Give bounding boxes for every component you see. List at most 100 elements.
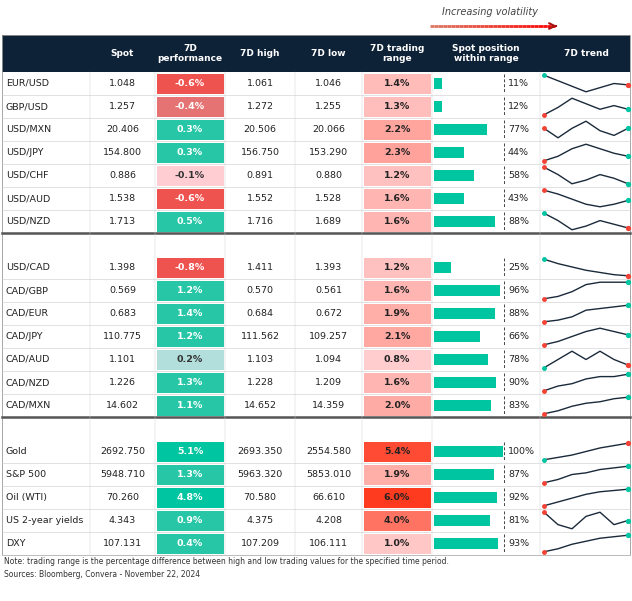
Bar xyxy=(434,193,464,204)
Bar xyxy=(363,120,430,139)
Text: Spot position
within range: Spot position within range xyxy=(452,44,520,63)
Text: 5948.710: 5948.710 xyxy=(100,470,145,479)
Text: 77%: 77% xyxy=(508,125,529,134)
Text: 0.5%: 0.5% xyxy=(177,217,203,226)
Bar xyxy=(434,147,465,158)
Text: 0.3%: 0.3% xyxy=(177,148,203,157)
Text: 96%: 96% xyxy=(508,286,529,295)
Text: 14.602: 14.602 xyxy=(106,401,139,410)
Text: 20.066: 20.066 xyxy=(312,125,345,134)
Text: 11%: 11% xyxy=(508,79,529,88)
Text: 4.375: 4.375 xyxy=(246,516,274,525)
Text: USD/CHF: USD/CHF xyxy=(6,171,49,180)
Bar xyxy=(157,142,224,162)
Text: USD/AUD: USD/AUD xyxy=(6,194,51,203)
Text: 154.800: 154.800 xyxy=(103,148,142,157)
Text: 1.2%: 1.2% xyxy=(384,263,410,272)
Text: US 2-year yields: US 2-year yields xyxy=(6,516,83,525)
Text: 83%: 83% xyxy=(508,401,529,410)
Text: 1.046: 1.046 xyxy=(315,79,342,88)
Text: 1.2%: 1.2% xyxy=(384,171,410,180)
Text: 7D trend: 7D trend xyxy=(564,49,609,58)
Bar xyxy=(363,510,430,531)
Text: 4.208: 4.208 xyxy=(315,516,342,525)
Text: USD/NZD: USD/NZD xyxy=(6,217,51,226)
Text: USD/JPY: USD/JPY xyxy=(6,148,44,157)
Text: 0.684: 0.684 xyxy=(246,309,274,318)
Text: 0.2%: 0.2% xyxy=(177,355,203,364)
Text: 0.4%: 0.4% xyxy=(177,539,203,548)
Bar xyxy=(363,395,430,415)
Bar xyxy=(157,465,224,484)
Text: 5.1%: 5.1% xyxy=(177,447,203,456)
Text: 110.775: 110.775 xyxy=(103,332,142,341)
Bar xyxy=(363,350,430,370)
Bar xyxy=(2,35,630,555)
Text: 1.1%: 1.1% xyxy=(177,401,203,410)
Bar xyxy=(2,141,630,164)
Bar xyxy=(2,164,630,187)
Text: 0.672: 0.672 xyxy=(315,309,342,318)
Bar xyxy=(2,440,630,463)
Text: 20.506: 20.506 xyxy=(243,125,277,134)
Text: 107.209: 107.209 xyxy=(241,539,279,548)
Text: 1.226: 1.226 xyxy=(109,378,136,387)
Text: -0.8%: -0.8% xyxy=(175,263,205,272)
Bar xyxy=(434,124,487,135)
Text: 100%: 100% xyxy=(508,447,535,456)
Bar xyxy=(2,394,630,417)
Text: 7D high: 7D high xyxy=(240,49,280,58)
Text: 1.6%: 1.6% xyxy=(384,286,410,295)
Text: 93%: 93% xyxy=(508,539,529,548)
Text: 1.689: 1.689 xyxy=(315,217,342,226)
Bar xyxy=(363,257,430,278)
Text: 1.255: 1.255 xyxy=(315,102,342,111)
Bar xyxy=(434,354,488,365)
Text: 1.9%: 1.9% xyxy=(384,309,410,318)
Bar xyxy=(434,400,491,411)
Bar xyxy=(157,189,224,209)
Bar xyxy=(434,514,490,526)
Text: 14.652: 14.652 xyxy=(243,401,277,410)
Bar xyxy=(363,304,430,323)
Text: S&P 500: S&P 500 xyxy=(6,470,46,479)
Bar xyxy=(157,395,224,415)
Bar xyxy=(363,465,430,484)
Text: 44%: 44% xyxy=(508,148,529,157)
Bar xyxy=(363,326,430,347)
Text: CAD/JPY: CAD/JPY xyxy=(6,332,44,341)
Text: 1.272: 1.272 xyxy=(246,102,274,111)
Text: 0.891: 0.891 xyxy=(246,171,274,180)
Bar xyxy=(157,326,224,347)
Text: EUR/USD: EUR/USD xyxy=(6,79,49,88)
Text: 14.359: 14.359 xyxy=(312,401,345,410)
Bar xyxy=(434,492,497,503)
Text: 0.561: 0.561 xyxy=(315,286,342,295)
Text: 1.552: 1.552 xyxy=(246,194,274,203)
Text: CAD/NZD: CAD/NZD xyxy=(6,378,51,387)
Text: 1.257: 1.257 xyxy=(109,102,136,111)
Bar xyxy=(2,95,630,118)
Text: 4.343: 4.343 xyxy=(109,516,136,525)
Bar xyxy=(157,534,224,554)
Bar xyxy=(434,331,480,342)
Text: 1.528: 1.528 xyxy=(315,194,342,203)
Bar xyxy=(434,101,442,112)
Bar xyxy=(2,279,630,302)
Text: 20.406: 20.406 xyxy=(106,125,139,134)
Text: 0.683: 0.683 xyxy=(109,309,136,318)
Bar xyxy=(363,534,430,554)
Text: 25%: 25% xyxy=(508,263,529,272)
Text: 2.3%: 2.3% xyxy=(384,148,410,157)
Bar xyxy=(434,262,451,273)
Bar xyxy=(157,281,224,300)
Bar xyxy=(434,78,442,90)
Bar xyxy=(157,97,224,117)
Text: DXY: DXY xyxy=(6,539,25,548)
Text: 1.538: 1.538 xyxy=(109,194,136,203)
Text: 1.4%: 1.4% xyxy=(384,79,410,88)
Text: GBP/USD: GBP/USD xyxy=(6,102,49,111)
Text: 1.9%: 1.9% xyxy=(384,470,410,479)
Text: 1.713: 1.713 xyxy=(109,217,136,226)
Bar xyxy=(434,538,498,549)
